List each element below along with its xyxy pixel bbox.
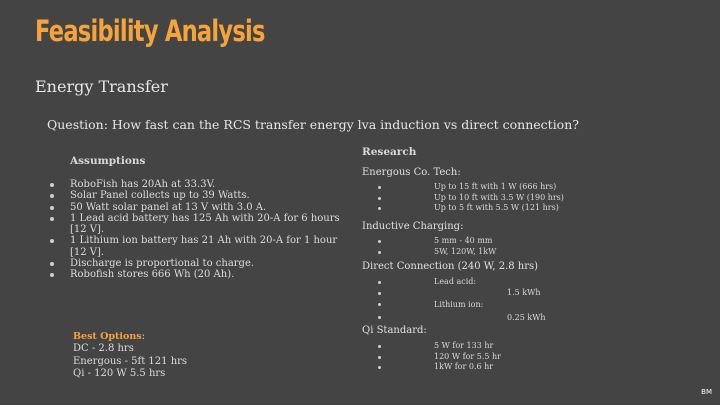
best-option-line: DC - 2.8 hrs (73, 343, 134, 355)
question-text: Question: How fast can the RCS transfer … (47, 117, 579, 132)
assumption-item: 1 Lithium ion battery has 21 Ah with 20-… (50, 235, 340, 258)
qi-list: 5 W for 133 hr 120 W for 5.5 hr 1kW for … (378, 341, 501, 373)
bullet-dot (378, 281, 381, 284)
inductive-list: 5 mm - 40 mm 5W, 120W, 1kW (377, 236, 497, 257)
energous-item: Up to 10 ft with 3.5 W (190 hrs) (378, 192, 564, 202)
corner-mark: BM (701, 388, 712, 396)
best-options-colon: : (141, 331, 145, 342)
research-heading: Research (362, 146, 417, 158)
best-options-block: Best Options: DC - 2.8 hrs Energous - 5f… (73, 331, 187, 381)
qi-item: 1kW for 0.6 hr (378, 362, 501, 373)
inductive-item: 5 mm - 40 mm (377, 236, 496, 247)
energous-item: Up to 5 ft with 5.5 W (121 hrs) (378, 203, 564, 214)
assumption-item: 50 Watt solar panel at 13 V with 3.0 A. (50, 202, 340, 213)
inductive-item: 5W, 120W, 1kW (377, 246, 497, 256)
bullet-dot (378, 292, 381, 295)
assumption-item: Discharge is proportional to charge. (50, 258, 340, 269)
assumptions-list: RoboFish has 20Ah at 33.3V. Solar Panel … (50, 179, 340, 281)
assumption-item: 1 Lead acid battery has 125 Ah with 20-A… (50, 213, 340, 236)
best-option-line: Energous - 5ft 121 hrs (73, 355, 188, 367)
assumptions-heading: Assumptions (70, 155, 146, 167)
assumption-item: Solar Panel collects up to 39 Watts. (50, 190, 340, 201)
bullet-dot (378, 303, 381, 306)
energous-label: Energous Co. Tech: (362, 167, 461, 178)
lithium-ion-label: Lithium ion: (434, 300, 484, 309)
slide-subtitle: Energy Transfer (35, 77, 168, 96)
lead-acid-value: 1.5 kWh (507, 288, 541, 297)
qi-item: 120 W for 5.5 hr (378, 351, 501, 361)
slide-title: Feasibility Analysis (35, 14, 265, 48)
bullet-dot (378, 316, 381, 319)
assumption-item: RoboFish has 20Ah at 33.3V. (50, 179, 340, 190)
qi-item: 5 W for 133 hr (378, 341, 501, 352)
inductive-label: Inductive Charging: (362, 221, 464, 232)
lithium-ion-value: 0.25 kWh (507, 313, 546, 322)
energous-list: Up to 15 ft with 1 W (666 hrs) Up to 10 … (378, 182, 564, 214)
assumption-item: Robofish stores 666 Wh (20 Ah). (50, 269, 340, 280)
qi-standard-label: Qi Standard: (362, 325, 427, 336)
direct-connection-label: Direct Connection (240 W, 2.8 hrs) (362, 261, 539, 272)
best-option-line: Qi - 120 W 5.5 hrs (73, 368, 166, 380)
lead-acid-label: Lead acid: (434, 277, 477, 286)
best-options-label: Best Options (73, 331, 142, 342)
energous-item: Up to 15 ft with 1 W (666 hrs) (378, 182, 564, 193)
